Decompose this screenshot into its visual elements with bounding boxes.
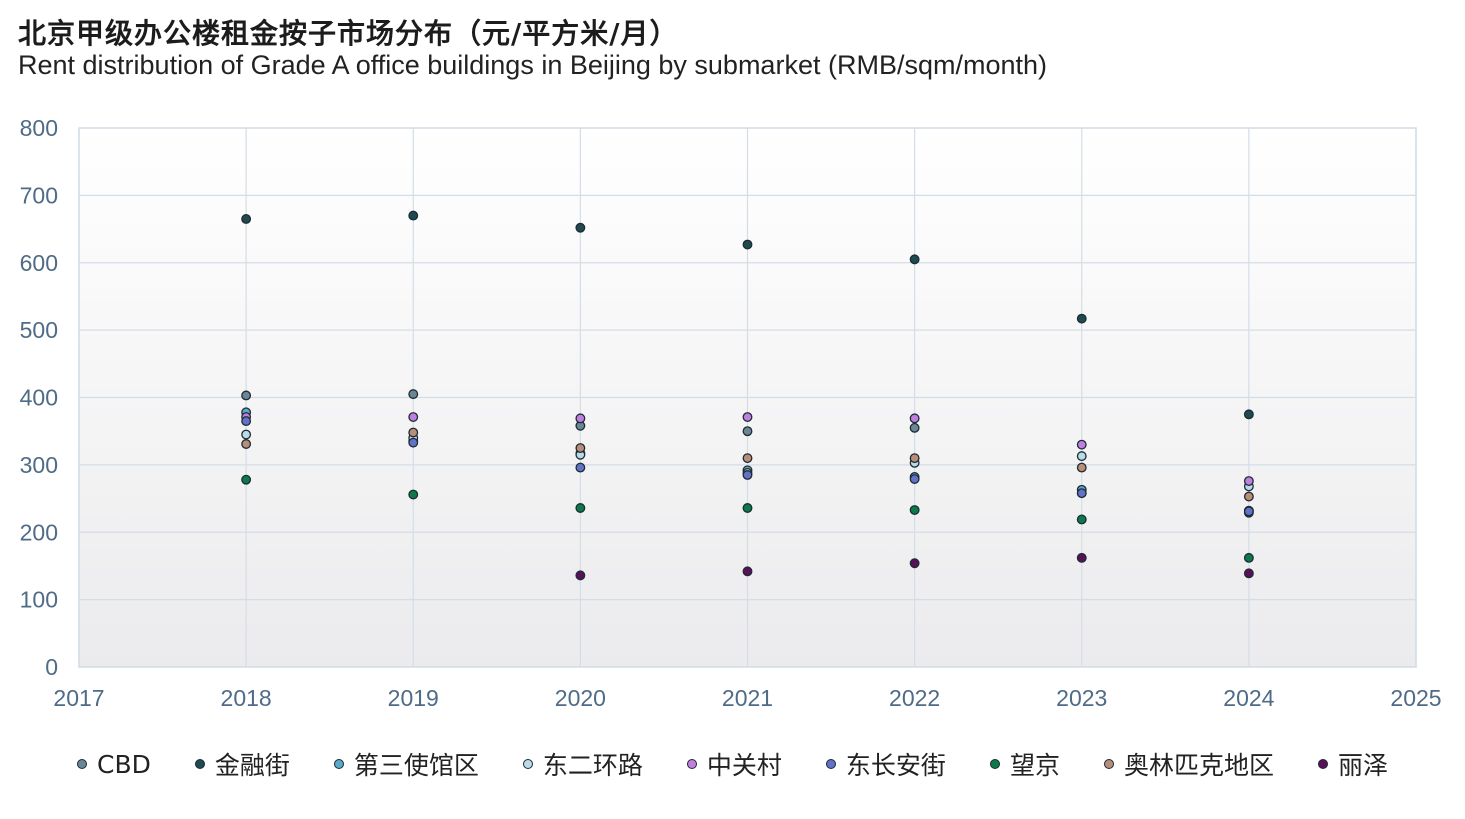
y-tick-label: 300: [20, 452, 58, 478]
data-point: [1076, 514, 1087, 525]
y-tick-label: 200: [20, 519, 58, 545]
data-point: [742, 566, 753, 577]
data-point: [575, 222, 586, 233]
legend-marker-icon: [77, 759, 87, 769]
x-tick-label: 2022: [889, 685, 940, 711]
data-point: [575, 462, 586, 473]
legend-marker-icon: [1317, 759, 1328, 769]
data-point: [575, 570, 586, 581]
axis-ticks: 0 100 200 300 400 500 600 700 800 2017 2018 2019 202…: [20, 115, 1442, 711]
legend-label: 东长安街: [845, 751, 946, 780]
data-point: [1076, 488, 1087, 499]
x-tick-label: 2021: [722, 685, 773, 711]
legend-marker-icon: [194, 759, 205, 769]
legend-marker-icon: [1103, 759, 1114, 769]
data-point: [909, 453, 920, 464]
data-point: [909, 254, 920, 265]
legend-label: CBD: [97, 749, 151, 779]
data-point: [408, 427, 419, 438]
x-tick-label: 2017: [53, 685, 104, 711]
data-point: [408, 412, 419, 422]
legend-label: 东二环路: [542, 751, 643, 780]
legend-item: 东二环路: [522, 746, 643, 782]
legend-item: 中关村: [686, 746, 782, 782]
data-point: [1243, 476, 1254, 486]
legend-item: 丽泽: [1317, 746, 1388, 782]
data-point: [909, 505, 920, 515]
data-point: [408, 489, 419, 500]
legend-marker-icon: [989, 759, 1000, 769]
data-point: [1076, 451, 1087, 462]
legend-label: 中关村: [706, 751, 782, 780]
legend-item: 金融街: [194, 746, 290, 782]
data-point: [742, 239, 753, 250]
data-points: [241, 210, 1254, 581]
data-point: [408, 389, 419, 400]
legend-marker-icon: [825, 759, 836, 769]
data-point: [742, 426, 753, 437]
data-point: [742, 503, 753, 513]
chart-title: 北京甲级办公楼租金按子市场分布（元/平方米/月）: [18, 17, 679, 50]
data-point: [909, 422, 920, 433]
y-tick-label: 700: [20, 182, 58, 208]
legend-marker-icon: [686, 759, 697, 769]
data-point: [1076, 439, 1087, 450]
x-tick-label: 2025: [1390, 685, 1441, 711]
x-tick-label: 2020: [555, 685, 606, 711]
y-tick-label: 100: [20, 587, 58, 613]
y-tick-label: 600: [20, 250, 58, 276]
data-point: [742, 453, 753, 464]
legend-marker-icon: [333, 759, 344, 769]
data-point: [1076, 313, 1087, 324]
legend-item: 第三使馆区: [333, 746, 479, 782]
data-point: [1076, 462, 1087, 473]
legend-item: 东长安街: [825, 746, 946, 782]
legend-label: 望京: [1009, 751, 1060, 780]
data-point: [575, 503, 586, 513]
legend-label: 奥林匹克地区: [1123, 751, 1274, 780]
legend-item: 望京: [989, 746, 1060, 782]
y-tick-label: 800: [20, 115, 58, 141]
x-tick-label: 2019: [388, 685, 439, 711]
legend-item: 奥林匹克地区: [1103, 746, 1274, 782]
data-point: [241, 429, 252, 440]
data-point: [408, 437, 419, 448]
data-point: [909, 558, 920, 569]
legend-marker-icon: [522, 759, 533, 769]
y-tick-label: 400: [20, 385, 58, 411]
data-point: [1243, 506, 1254, 517]
grid-lines: [78, 127, 1417, 668]
data-point: [1243, 552, 1254, 563]
data-point: [575, 413, 586, 424]
y-tick-label: 0: [45, 654, 58, 680]
data-point: [1243, 491, 1254, 502]
x-tick-label: 2018: [221, 685, 272, 711]
data-point: [1243, 409, 1254, 420]
data-point: [241, 214, 252, 224]
data-point: [909, 474, 920, 484]
legend: CBD 金融街 第三使馆区 东二环路 中关村 东长安街 望京 奥林匹克地区 丽泽: [0, 742, 1465, 786]
y-tick-label: 500: [20, 317, 58, 343]
x-tick-label: 2023: [1056, 685, 1107, 711]
legend-label: 丽泽: [1337, 751, 1388, 780]
legend-label: 第三使馆区: [353, 751, 479, 780]
data-point: [575, 443, 586, 453]
data-point: [241, 416, 252, 427]
data-point: [241, 474, 252, 485]
data-point: [241, 390, 252, 401]
data-point: [241, 439, 252, 449]
legend-item: CBD: [77, 750, 151, 779]
x-tick-label: 2024: [1223, 685, 1274, 711]
data-point: [909, 413, 920, 424]
data-point: [1243, 568, 1254, 579]
chart-subtitle: Rent distribution of Grade A office buil…: [18, 50, 1047, 80]
data-point: [742, 412, 753, 422]
data-point: [408, 210, 419, 221]
legend-label: 金融街: [214, 751, 290, 780]
data-point: [1076, 552, 1087, 563]
data-point: [742, 470, 753, 480]
